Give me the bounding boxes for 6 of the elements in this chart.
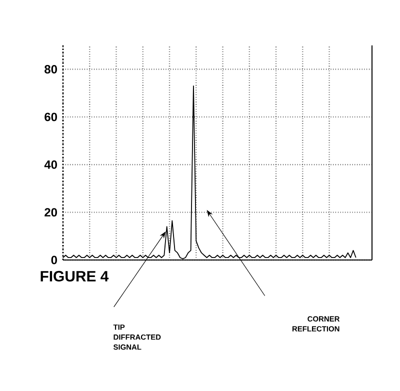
y-tick-label: 0: [51, 256, 57, 264]
y-tick-label: 80: [44, 65, 57, 74]
caption: FIGURE 4: [40, 270, 109, 282]
y-tick-label: 20: [44, 208, 57, 217]
y-tick-label: 40: [44, 160, 57, 169]
y-tick-label: 60: [44, 112, 57, 122]
